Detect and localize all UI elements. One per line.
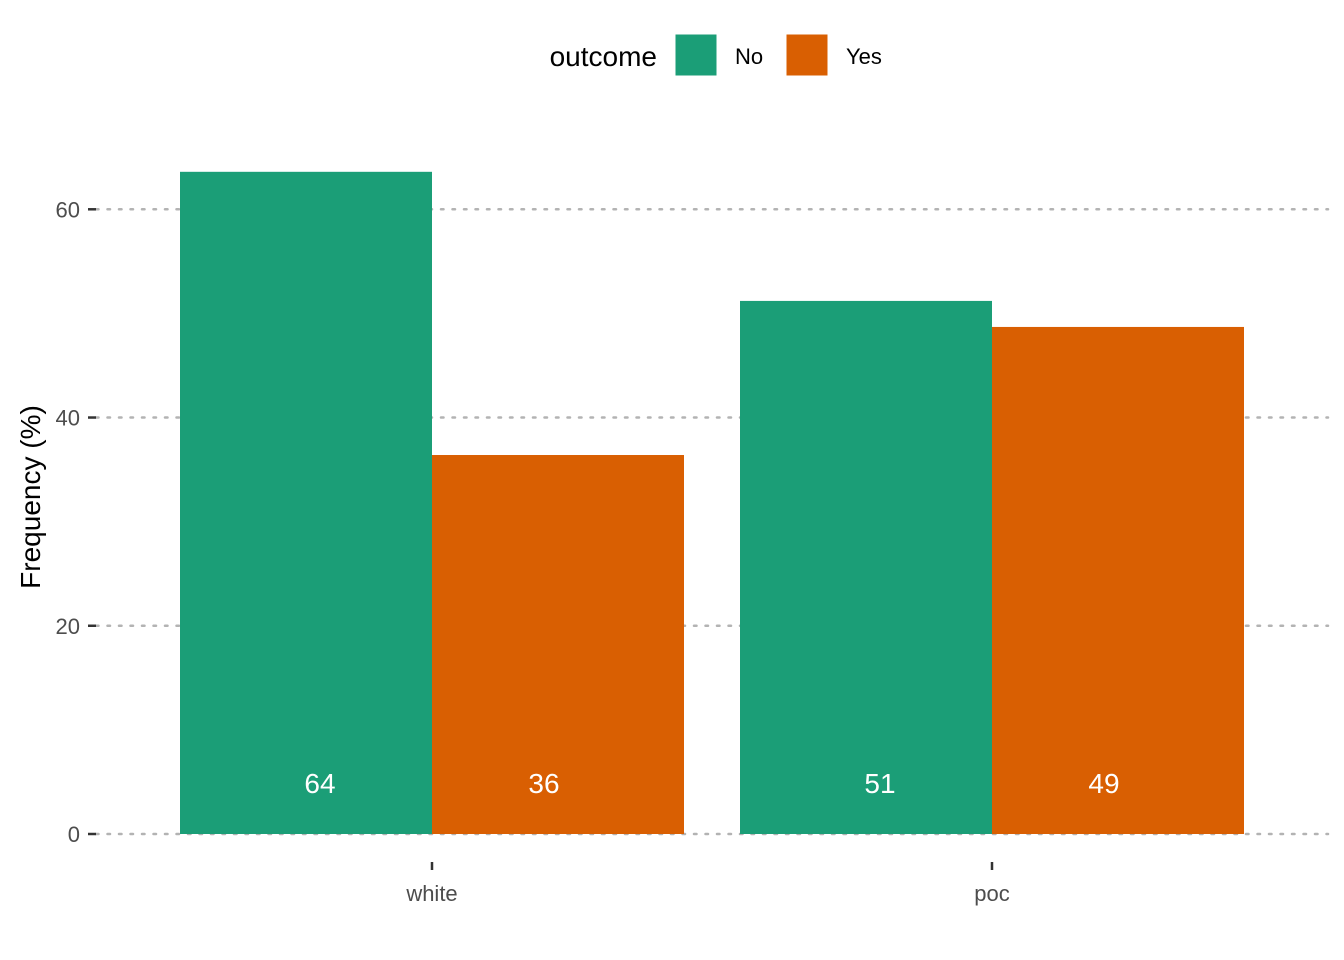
legend-label-yes: Yes: [846, 44, 882, 69]
bar-yes-white: [432, 455, 684, 834]
y-axis-title: Frequency (%): [15, 405, 46, 589]
legend-title: outcome: [550, 41, 657, 72]
y-tick-label: 40: [56, 406, 80, 431]
bar-no-poc: [740, 300, 992, 835]
x-tick-label: white: [405, 881, 457, 906]
y-axis: 0 20 40 60: [56, 197, 96, 847]
y-tick-label: 20: [56, 614, 80, 639]
legend-key-yes: [785, 33, 829, 77]
bar-label: 36: [528, 768, 559, 799]
bar-yes-poc: [992, 326, 1244, 834]
y-tick-label: 0: [68, 822, 80, 847]
bar-label: 49: [1088, 768, 1119, 799]
bar-label: 51: [864, 768, 895, 799]
y-tick-label: 60: [56, 197, 80, 222]
bars: [180, 171, 1244, 835]
legend-label-no: No: [735, 44, 763, 69]
x-axis: white poc: [405, 862, 1010, 906]
bar-no-white: [180, 171, 432, 834]
bar-label: 64: [304, 768, 335, 799]
x-tick-label: poc: [974, 881, 1009, 906]
legend: outcome No Yes: [550, 33, 882, 77]
legend-key-no: [674, 33, 718, 77]
bar-labels: 64 36 51 49: [304, 768, 1119, 799]
